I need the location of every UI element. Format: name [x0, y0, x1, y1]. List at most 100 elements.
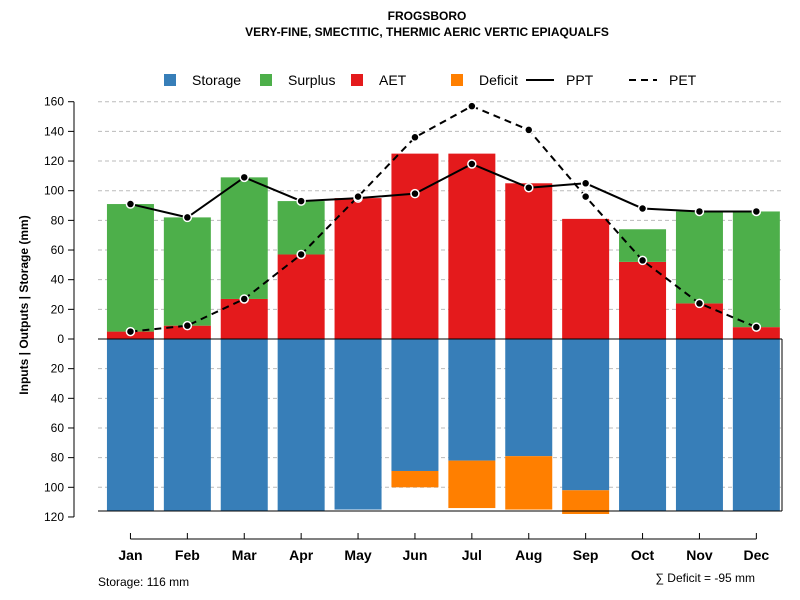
pet-point [751, 322, 762, 332]
pet-point [410, 132, 420, 143]
legend-swatch-storage [164, 74, 176, 86]
ppt-point [410, 188, 420, 199]
y-tick-label: 0 [57, 332, 64, 346]
deficit-note: ∑ Deficit = -95 mm [655, 571, 755, 585]
legend: Storage Surplus AET Deficit PPT PET [164, 72, 697, 88]
ppt-point [467, 159, 477, 169]
legend-label-deficit: Deficit [479, 72, 518, 88]
ppt-point [125, 199, 136, 209]
y-tick-label: 100 [44, 480, 64, 494]
y-axis-label: Inputs | Outputs | Storage (mm) [17, 215, 31, 394]
pet-point [182, 320, 193, 331]
pet-point [524, 125, 534, 135]
x-tick-label: May [344, 547, 371, 563]
y-tick-label: 20 [51, 302, 65, 316]
x-axis: Jan Feb Mar Apr May Jun Jul Aug Sep Oct Nov Dec [118, 533, 769, 563]
x-tick-label: Dec [744, 547, 770, 563]
aet-bar [562, 218, 610, 339]
ppt-point [296, 196, 306, 206]
storage-bar [220, 339, 268, 512]
aet-bar [163, 325, 211, 339]
storage-bar [106, 339, 154, 512]
aet-bar [391, 153, 439, 339]
aet-bar [619, 261, 667, 339]
legend-label-pet: PET [669, 72, 697, 88]
x-tick-label: Jul [462, 547, 482, 563]
legend-label-aet: AET [379, 72, 407, 88]
y-axis: 160 140 120 100 80 60 40 20 0 20 40 60 80 100 120 [44, 95, 75, 524]
storage-bar [391, 339, 439, 471]
ppt-point [182, 212, 193, 223]
ppt-point [637, 203, 648, 214]
storage-bar [505, 339, 553, 457]
pet-line [130, 105, 757, 333]
ppt-point [751, 206, 762, 217]
y-tick-label: 120 [44, 154, 64, 168]
aet-bar [675, 303, 723, 339]
storage-bar [619, 339, 667, 512]
surplus-bar [220, 177, 268, 299]
y-tick-label: 80 [51, 213, 65, 227]
y-tick-label: 120 [44, 510, 64, 524]
surplus-bar [675, 211, 723, 304]
x-tick-label: Jun [403, 547, 428, 563]
aet-bar [220, 298, 268, 339]
storage-bar [448, 339, 496, 461]
storage-bar [334, 339, 382, 510]
x-tick-label: Aug [515, 547, 542, 563]
legend-swatch-deficit [451, 74, 463, 86]
y-tick-label: 80 [51, 451, 65, 465]
aet-bar [277, 254, 325, 339]
storage-bar [163, 339, 211, 512]
storage-bar [732, 339, 780, 512]
storage-note: Storage: 116 mm [98, 575, 189, 589]
surplus-bar [732, 211, 780, 328]
x-tick-label: Sep [573, 547, 599, 563]
y-tick-label: 60 [51, 421, 65, 435]
legend-label-surplus: Surplus [288, 72, 335, 88]
y-tick-label: 160 [44, 95, 64, 109]
deficit-bar [562, 490, 610, 514]
x-tick-label: Nov [686, 547, 713, 563]
storage-bar [675, 339, 723, 512]
surplus-bar [106, 204, 154, 332]
storage-bar [277, 339, 325, 512]
surplus-bar [163, 217, 211, 326]
ppt-line [130, 162, 757, 219]
deficit-bar [448, 460, 496, 509]
y-tick-label: 40 [51, 391, 65, 405]
y-tick-label: 40 [51, 273, 65, 287]
pet-point [125, 326, 136, 337]
legend-label-storage: Storage [192, 72, 241, 88]
aet-bar [732, 327, 780, 339]
y-tick-label: 60 [51, 243, 65, 257]
ppt-point [694, 206, 705, 217]
storage-bar [562, 339, 610, 491]
y-tick-label: 100 [44, 184, 64, 198]
ppt-point [239, 172, 249, 183]
x-tick-label: Oct [631, 547, 655, 563]
x-tick-label: Feb [175, 547, 200, 563]
pet-point [580, 191, 591, 202]
aet-bar [448, 153, 496, 339]
chart-subtitle: VERY-FINE, SMECTITIC, THERMIC AERIC VERT… [245, 25, 609, 39]
y-tick-label: 140 [44, 124, 64, 138]
deficit-bar [391, 470, 439, 488]
legend-label-ppt: PPT [566, 72, 594, 88]
series-points [125, 101, 762, 337]
pet-point [296, 249, 306, 260]
deficit-bar [505, 456, 553, 510]
legend-swatch-aet [351, 74, 363, 86]
ppt-point [580, 178, 591, 189]
aet-bar [505, 183, 553, 339]
ppt-point [524, 182, 534, 193]
series-lines [130, 105, 757, 333]
pet-point [239, 294, 249, 304]
x-tick-label: Apr [289, 547, 314, 563]
pet-point [694, 298, 705, 309]
pet-point [637, 255, 648, 266]
legend-swatch-surplus [260, 74, 272, 86]
pet-point [467, 101, 477, 111]
aet-bar [334, 198, 382, 339]
